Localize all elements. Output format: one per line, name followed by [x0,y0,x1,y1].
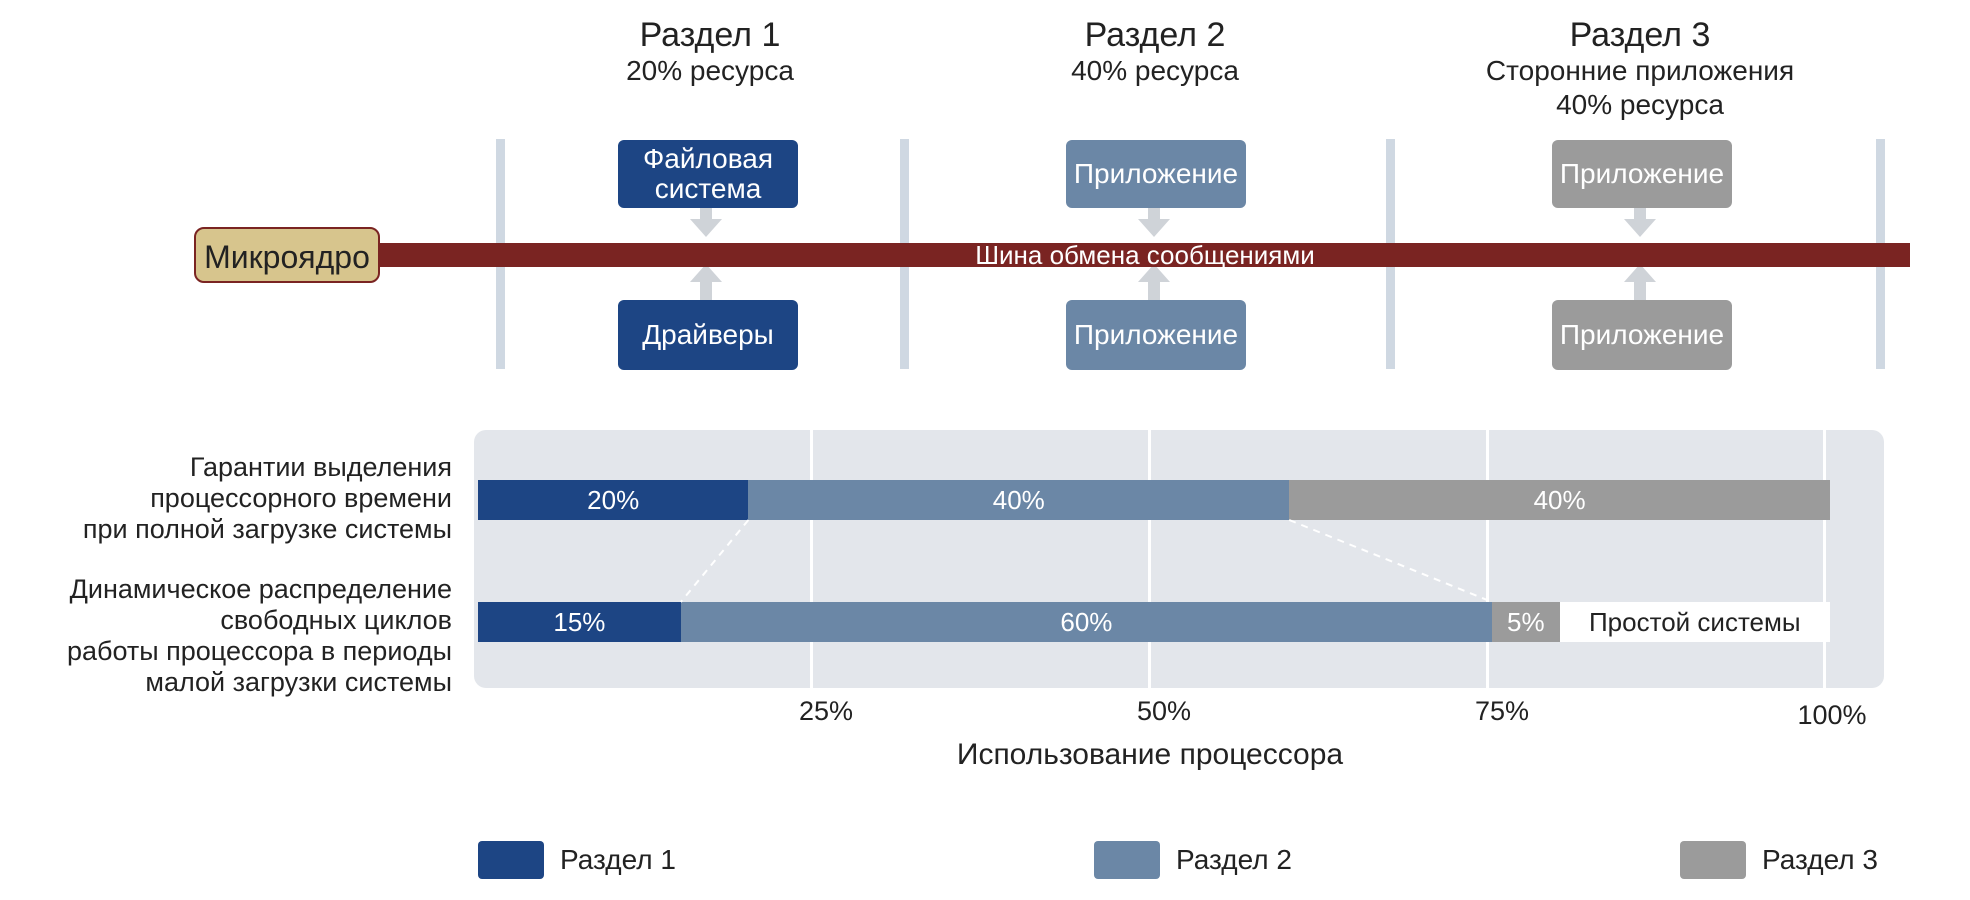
filesystem-box: Файловая система [618,140,798,208]
application-box: Приложение [1066,300,1246,370]
row-label-line: работы процессора в периоды [66,636,452,666]
legend-label: Раздел 2 [1176,844,1292,875]
partition-3-subtitle: Сторонние приложения [1485,55,1795,86]
x-axis-title: Использование процессора [956,738,1344,771]
gridline-50 [1148,430,1151,688]
message-bus: Шина обмена сообщениями [380,240,1910,270]
bar-segment-row2-2: 60% [680,602,1492,642]
partition-3-resource: 40% ресурса [1556,89,1724,120]
third-party-application-box: Приложение [1552,140,1732,208]
microkernel-box: Микроядро [194,227,380,283]
arrow-up-icon [1624,264,1656,302]
gridline-100 [1823,430,1826,688]
partition-1-header: Раздел 1 20% ресурса [560,16,860,88]
cpu-chart-panel [474,430,1884,688]
row-label-line: Динамическое распределение [69,574,452,604]
tick-label-75: 75% [1474,696,1530,726]
message-bus-label: Шина обмена сообщениями [975,240,1315,270]
arrow-down-icon [1138,201,1170,237]
bar-segment-row2-3: 5% [1492,602,1560,642]
bar-segment-row1-3: 40% [1289,480,1830,520]
drivers-box: Драйверы [618,300,798,370]
tick-label-100: 100% [1797,700,1867,730]
row-label-guarantee: Гарантии выделения процессорного времени… [83,452,452,545]
arrow-up-icon [1138,264,1170,302]
row-label-line: при полной загрузке системы [82,514,452,544]
row-label-line: свободных циклов [220,605,452,635]
bar-segment-row1-2: 40% [748,480,1290,520]
partition-3-title: Раздел 3 [1569,16,1711,54]
third-party-application-box: Приложение [1552,300,1732,370]
arrow-down-icon [1624,201,1656,237]
legend-swatch [478,841,544,879]
partition-1-title: Раздел 1 [639,16,781,54]
legend-label: Раздел 1 [560,844,676,875]
application-box: Приложение [1066,140,1246,208]
tick-label-25: 25% [798,696,854,726]
partition-2-header: Раздел 2 40% ресурса [1005,16,1305,88]
legend-swatch [1680,841,1746,879]
row-label-line: Гарантии выделения [189,452,452,482]
legend-label: Раздел 3 [1762,844,1878,875]
gridline-75 [1486,430,1489,688]
row-label-line: процессорного времени [150,483,452,513]
bar-segment-row2-1: 15% [478,602,681,642]
arrow-up-icon [690,264,722,302]
partition-2-resource: 40% ресурса [1071,55,1239,86]
row-label-line: малой загрузки системы [145,667,452,697]
gridline-25 [810,430,813,688]
partition-3-header: Раздел 3 Сторонние приложения 40% ресурс… [1430,16,1850,122]
legend-swatch [1094,841,1160,879]
idle-segment: Простой системы [1559,602,1830,642]
partition-1-resource: 20% ресурса [626,55,794,86]
partition-2-title: Раздел 2 [1084,16,1226,54]
tick-label-50: 50% [1136,696,1192,726]
row-label-dynamic: Динамическое распределение свободных цик… [67,574,452,698]
arrow-down-icon [690,201,722,237]
bar-segment-row1-1: 20% [478,480,749,520]
